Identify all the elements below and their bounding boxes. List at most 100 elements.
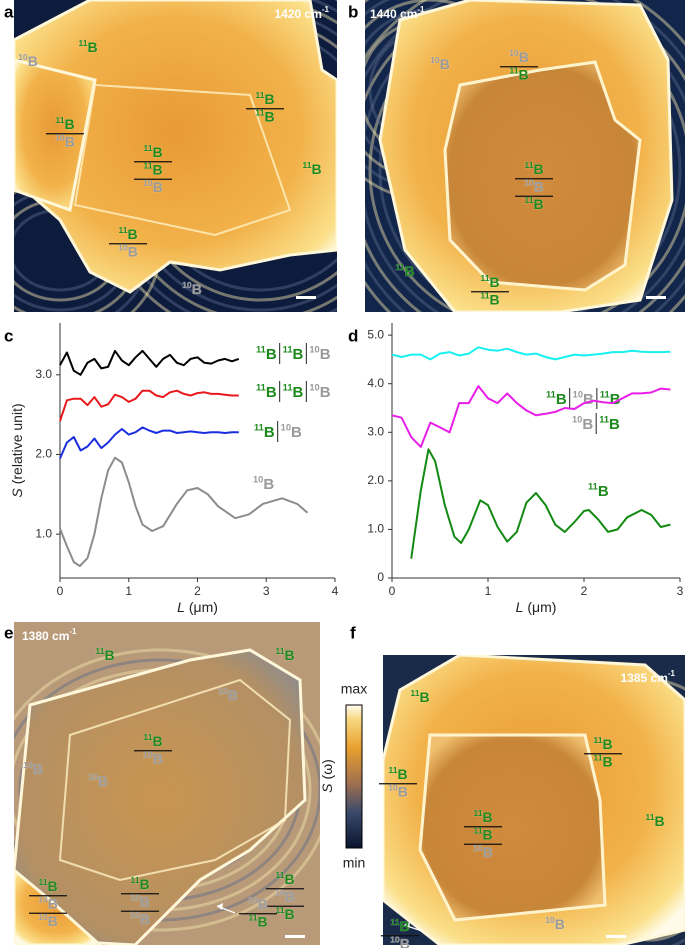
y-tick-label: 3.0 [367, 424, 384, 438]
isotope-label: 11B [480, 273, 499, 290]
isotope-label: 10B [572, 415, 593, 433]
image [14, 622, 320, 945]
image [14, 0, 337, 312]
isotope-label: 10B [275, 888, 295, 905]
flake-edge [443, 60, 642, 292]
isotope-label: 11B [254, 423, 275, 441]
isotope-label: 10B [130, 893, 150, 910]
series-line [391, 346, 671, 361]
isotope-label: 10B [38, 895, 58, 912]
isotope-label: 10B [248, 895, 268, 912]
isotope-label: 11B [588, 482, 609, 500]
isotope-label: 11B [255, 90, 274, 107]
isotope-label: 11B [143, 732, 162, 749]
isotope-label: 11B [275, 905, 294, 922]
isotope-label: 10B [524, 178, 544, 195]
isotope-label: 10B [430, 55, 450, 72]
x-tick-label: 3 [263, 584, 270, 598]
isotope-label: 11B [95, 646, 114, 663]
isotope-label: 11B [410, 688, 429, 705]
flake [14, 868, 103, 945]
y-axis-label: S (relative unit) [9, 403, 25, 497]
x-tick-label: 1 [485, 584, 492, 598]
isotope-label: 11B [390, 917, 409, 934]
isotope-label: 11B [593, 753, 612, 770]
isotope-label: 10B [309, 345, 330, 363]
wavenumber-exponent: -1 [668, 669, 676, 678]
scale-bar [296, 296, 316, 299]
isotope-label: 11B [55, 115, 74, 132]
isotope-label: 11B [509, 66, 528, 83]
isotope-label: 11B [248, 913, 267, 930]
isotope-label: 11B [78, 38, 97, 55]
flake [14, 58, 97, 213]
series-line [59, 426, 239, 459]
arrow-head [404, 922, 410, 929]
colorbar [345, 704, 363, 849]
isotope-label: 11B [395, 262, 414, 279]
panel-letter: a [4, 2, 14, 21]
y-tick-label: 1.0 [367, 522, 384, 536]
isotope-label: 10B [473, 843, 493, 860]
image [383, 655, 685, 945]
panel-letter: b [348, 2, 358, 21]
wavenumber: 1440 cm-1 [370, 5, 425, 21]
isotope-label: 11B [143, 161, 162, 178]
colorbar-min: min [343, 855, 366, 871]
x-axis-var: L [177, 599, 185, 615]
isotope-label: 11B [480, 291, 499, 308]
isotope-label: 10B [545, 915, 565, 932]
x-tick-label: 0 [57, 584, 64, 598]
y-axis-unit: (relative unit) [9, 403, 25, 484]
wavenumber-value: 1380 cm [22, 629, 69, 643]
x-tick-label: 2 [194, 584, 201, 598]
y-tick-label: 0 [377, 570, 384, 584]
wavenumber-value: 1420 cm [275, 7, 322, 21]
x-axis-label: L (μm) [177, 599, 218, 615]
isotope-label: 11B [473, 808, 492, 825]
y-tick-label: 4.0 [367, 376, 384, 390]
scale-bar [285, 935, 305, 938]
isotope-label: 10B [388, 783, 408, 800]
image [365, 0, 685, 312]
wavenumber: 1385 cm-1 [621, 669, 676, 685]
isotope-label: 10B [390, 935, 410, 948]
flake [418, 733, 607, 922]
colorbar-arg: (ω) [319, 759, 335, 779]
image-panel: 1380 cm-110B10B11B10B10B11B10B10B11B10B1… [14, 622, 320, 945]
wavenumber-value: 1440 cm [370, 7, 417, 21]
isotope-label: 11B [275, 646, 294, 663]
x-tick-label: 2 [581, 584, 588, 598]
isotope-label: 11B [256, 383, 277, 401]
wavenumber-value: 1385 cm [621, 671, 668, 685]
wavenumber-exponent: -1 [322, 5, 330, 14]
isotope-label: 11B [600, 390, 621, 408]
isotope-label: 10B [88, 772, 108, 789]
isotope-label: 11B [143, 143, 162, 160]
x-axis-var: L [516, 599, 524, 615]
isotope-label: 11B [302, 160, 321, 177]
isotope-label: 10B [182, 280, 202, 297]
colorbar-var: S [319, 783, 335, 793]
fringe [14, 648, 320, 932]
panel-letter: d [348, 326, 358, 345]
wavenumber-exponent: -1 [69, 627, 77, 636]
series-line [391, 385, 671, 448]
colorbar-max: max [341, 681, 367, 697]
y-tick-label: 2.0 [35, 447, 52, 461]
series-line [59, 456, 309, 567]
image-panel: 1420 cm-110B11B11B10B11B11B11B11B10B11B1… [14, 0, 337, 312]
isotope-label: 11B [599, 415, 620, 433]
isotope-label: 11B [524, 160, 543, 177]
isotope-label: 10B [253, 475, 274, 493]
y-tick-label: 5.0 [367, 327, 384, 341]
flake [14, 0, 337, 294]
isotope-label: 10B [143, 750, 163, 767]
isotope-label: 11B [593, 735, 612, 752]
panel-letter: c [4, 326, 13, 345]
wavenumber-exponent: -1 [417, 5, 425, 14]
isotope-label: 11B [546, 390, 567, 408]
isotope-label: 11B [118, 225, 137, 242]
isotope-label: 10B [23, 760, 43, 777]
